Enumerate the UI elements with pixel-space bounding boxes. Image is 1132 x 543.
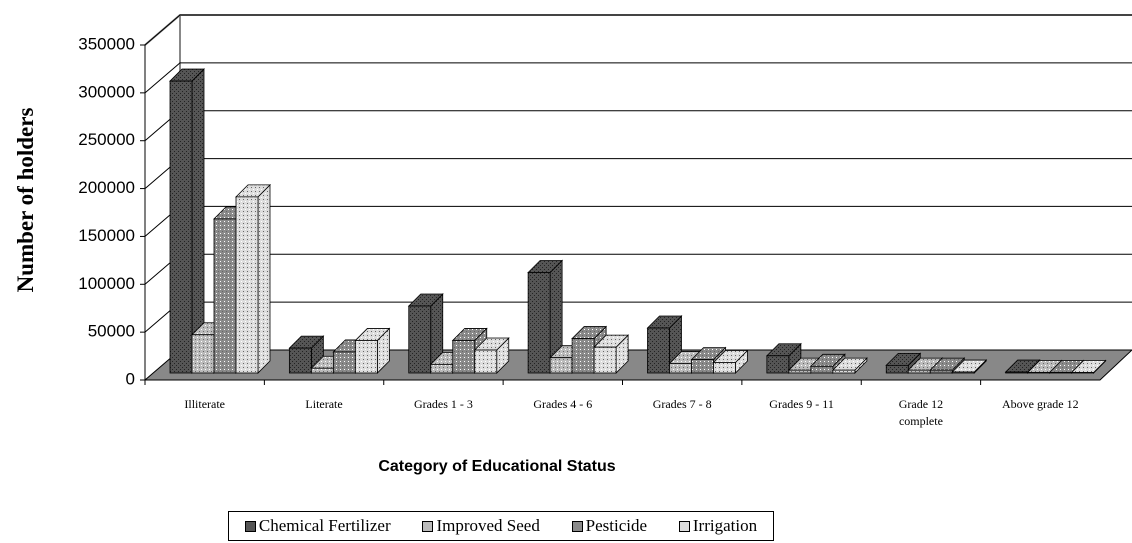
legend-swatch bbox=[571, 520, 583, 532]
bar bbox=[549, 357, 573, 374]
legend-item: Chemical Fertilizer bbox=[244, 516, 391, 536]
legend-label: Irrigation bbox=[692, 516, 758, 535]
x-tick-label: Above grade 12 bbox=[1001, 397, 1079, 411]
bar bbox=[571, 338, 595, 374]
legend-swatch bbox=[244, 520, 256, 532]
bar bbox=[593, 346, 617, 374]
y-tick-label: 50000 bbox=[88, 322, 135, 341]
y-tick-label: 250000 bbox=[78, 130, 135, 149]
bar bbox=[527, 272, 551, 374]
bar bbox=[474, 349, 498, 374]
bar bbox=[810, 365, 834, 374]
bar bbox=[647, 327, 670, 374]
bar bbox=[1005, 371, 1029, 374]
bar-side bbox=[257, 183, 271, 374]
bar bbox=[788, 369, 812, 374]
y-tick-label: 350000 bbox=[78, 34, 135, 53]
bar bbox=[169, 80, 193, 374]
legend-swatch bbox=[678, 520, 690, 532]
bar bbox=[691, 359, 714, 374]
x-tick-label: Grades 9 - 11 bbox=[769, 397, 834, 411]
y-axis-title: Number of holders bbox=[13, 107, 38, 293]
bar bbox=[332, 351, 356, 374]
bar bbox=[288, 347, 312, 374]
x-tick-label: Grades 1 - 3 bbox=[413, 397, 473, 411]
grid-line bbox=[144, 14, 1132, 46]
bar bbox=[191, 334, 215, 374]
bar bbox=[713, 362, 736, 374]
y-tick-label: 0 bbox=[126, 369, 135, 388]
legend-item: Pesticide bbox=[571, 516, 648, 536]
legend-label: Pesticide bbox=[585, 516, 648, 535]
grid-line bbox=[144, 301, 1132, 333]
bar bbox=[430, 363, 454, 374]
bar bbox=[832, 369, 856, 374]
y-tick-label: 100000 bbox=[78, 274, 135, 293]
bar bbox=[885, 364, 909, 374]
bar bbox=[669, 363, 692, 374]
y-tick-label: 200000 bbox=[78, 178, 135, 197]
legend-swatch bbox=[422, 520, 434, 532]
grid-line bbox=[144, 253, 1132, 285]
x-tick-label: Grades 7 - 8 bbox=[652, 397, 712, 411]
legend: Chemical Fertilizer Improved Seed Pesticid… bbox=[228, 511, 774, 541]
x-tick-label: Grade 12 complete bbox=[898, 397, 944, 428]
bar bbox=[929, 369, 953, 374]
bar bbox=[907, 369, 931, 374]
bar bbox=[408, 305, 432, 374]
bar bbox=[452, 340, 476, 374]
back-wall bbox=[144, 14, 1132, 46]
grid-line bbox=[144, 62, 1132, 94]
bar bbox=[235, 196, 259, 374]
grid-line bbox=[144, 158, 1132, 189]
x-axis-title: Category of Educational Status bbox=[378, 458, 616, 475]
bar bbox=[310, 367, 334, 374]
bar bbox=[766, 355, 790, 374]
x-tick-label: Illiterate bbox=[184, 397, 225, 411]
x-tick-label: Grades 4 - 6 bbox=[533, 397, 593, 411]
grid-line bbox=[144, 110, 1132, 142]
y-tick-label: 150000 bbox=[78, 226, 135, 245]
legend-item: Irrigation bbox=[678, 516, 758, 536]
grid-line bbox=[144, 205, 1132, 237]
bar bbox=[213, 218, 237, 374]
bar bbox=[354, 340, 378, 374]
legend-label: Improved Seed bbox=[436, 516, 540, 535]
x-tick-label: Literate bbox=[305, 397, 343, 411]
bar bbox=[951, 371, 975, 374]
legend-label: Chemical Fertilizer bbox=[258, 516, 391, 535]
y-tick-label: 300000 bbox=[78, 82, 135, 101]
legend-item: Improved Seed bbox=[422, 516, 540, 536]
